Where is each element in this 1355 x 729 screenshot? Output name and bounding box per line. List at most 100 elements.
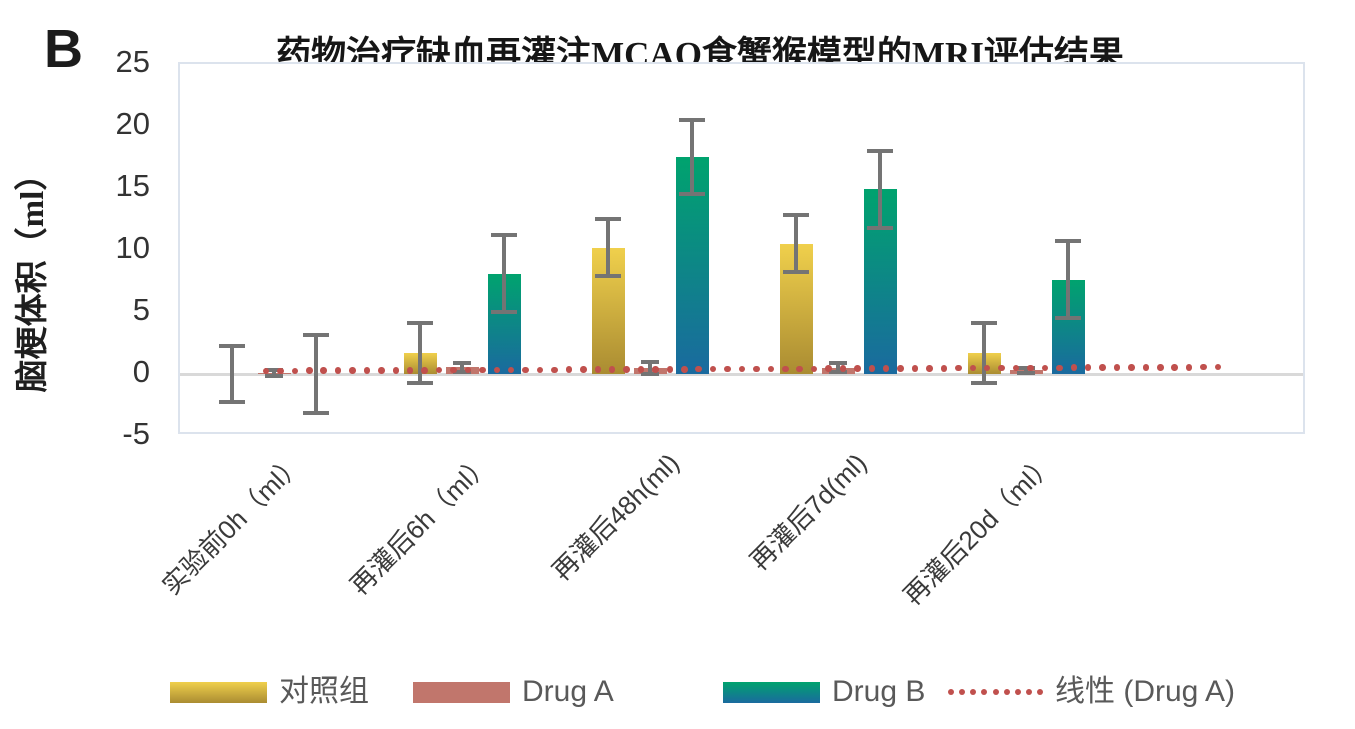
trendline-dot (1185, 364, 1193, 371)
trendline-dot (882, 365, 890, 372)
trendline-dot (551, 366, 558, 374)
legend-trendline-dot (970, 689, 977, 695)
error-bar-cap-control-group (407, 321, 433, 326)
error-bar-cap-drug-b (1055, 239, 1081, 244)
legend-trendline-dot (948, 689, 954, 695)
trendline-dot (940, 365, 948, 372)
trendline-dot (969, 364, 977, 372)
trendline-dot (825, 365, 832, 372)
trendline-dot (623, 366, 630, 373)
error-bar-cap-drug-b (303, 332, 329, 337)
trendline-dot (926, 365, 933, 372)
trendline-dot (536, 366, 544, 374)
trendline-dot (810, 365, 818, 372)
trendline-dot (421, 367, 428, 374)
trendline-dot (1056, 364, 1063, 372)
error-bar-cap-drug-b (1055, 316, 1081, 321)
x-tick-label: 再灌后6h（ml） (343, 447, 497, 601)
error-bar-drug-b (314, 334, 318, 414)
legend-trendline-dot (1014, 689, 1021, 695)
legend-swatch-drug-b (723, 681, 820, 703)
trendline-dot (1012, 364, 1020, 372)
trendline-dot (608, 366, 616, 373)
error-bar-drug-a (272, 370, 276, 377)
trendline-dot (363, 367, 371, 374)
error-bar-control-group (982, 323, 986, 383)
error-bar-drug-a (648, 361, 652, 374)
trendline-dot (1041, 364, 1049, 372)
panel-label: B (44, 19, 83, 79)
error-bar-cap-drug-a (641, 359, 659, 364)
legend-label-trend-drug-a: 线性 (Drug A) (1055, 675, 1236, 708)
legend-item-drug-a: Drug A (413, 676, 614, 708)
legend-swatch-drug-a (413, 681, 510, 703)
y-axis-title: 脑梗体积（ml） (15, 157, 51, 393)
trendline-dot (1200, 363, 1207, 371)
error-bar-cap-control-group (407, 380, 433, 385)
trendline-dot (1128, 364, 1135, 371)
legend-trendline-dot (1003, 689, 1010, 695)
trendline-dot (594, 366, 601, 373)
error-bar-cap-control-group (971, 380, 997, 385)
error-bar-cap-drug-a (1017, 365, 1035, 370)
trendline-dot (983, 364, 991, 372)
trendline-dot (839, 365, 847, 372)
legend-item-trend-drug-a: 线性 (Drug A) (948, 676, 1235, 708)
trendline-dot (1027, 364, 1034, 372)
error-bar-drug-a (836, 363, 840, 373)
error-bar-cap-drug-b (679, 192, 705, 197)
trendline-dot (580, 366, 587, 373)
error-bar-cap-control-group (595, 217, 621, 221)
trendline-dot (796, 365, 803, 373)
error-bar-cap-control-group (783, 213, 809, 218)
trendline-dot (479, 366, 486, 374)
legend-trendline-dot (1037, 689, 1043, 695)
error-bar-cap-drug-a (265, 368, 283, 373)
y-tick-label: 15 (115, 168, 150, 203)
legend-item-control-group: 对照组 (170, 676, 369, 708)
trendline-dot (854, 365, 861, 372)
legend-trendline-dot (959, 689, 966, 695)
trendline-dot (349, 367, 356, 374)
trendline-dot (378, 367, 385, 374)
error-bar-cap-drug-a (453, 360, 471, 365)
legend-label-drug-b: Drug B (832, 675, 926, 708)
error-bar-drug-b (690, 119, 694, 195)
error-bar-drug-a (460, 362, 464, 372)
trendline-dot (262, 367, 270, 375)
trendline-dot (565, 366, 573, 373)
error-bar-cap-drug-b (867, 225, 893, 230)
x-tick-label: 实验前0h（ml） (155, 447, 309, 601)
error-bar-drug-b (1066, 241, 1070, 319)
error-bar-control-group (230, 346, 234, 402)
error-bar-cap-drug-a (1017, 370, 1035, 375)
legend-trendline-dot (1025, 689, 1032, 695)
trendline-dot (1070, 364, 1077, 371)
y-tick-label: 5 (132, 292, 150, 327)
error-bar-cap-drug-a (829, 370, 847, 375)
error-bar-cap-control-group (783, 270, 809, 275)
trendline-dot (493, 366, 501, 374)
trendline-dot (277, 367, 284, 375)
error-bar-drug-b (502, 235, 506, 312)
error-bar-cap-drug-a (829, 361, 847, 366)
trendline-dot (738, 365, 746, 373)
trendline-dot (666, 366, 674, 373)
zero-gridline (180, 372, 1303, 376)
trendline-dot (782, 365, 789, 373)
error-bar-cap-control-group (219, 344, 245, 349)
y-tick-label: -5 (122, 416, 150, 451)
legend-swatch-control-group (170, 681, 267, 703)
trendline-dot (955, 364, 962, 372)
trendline-dot (652, 366, 659, 373)
trendline-dot (320, 367, 327, 374)
error-bar-cap-drug-a (641, 372, 659, 376)
trendline-dot (724, 365, 731, 373)
legend-label-drug-a: Drug A (522, 675, 614, 708)
error-bar-drug-b (878, 150, 882, 228)
trendline-dot (681, 366, 688, 373)
trendline-dot (1099, 364, 1106, 371)
x-tick-label: 再灌后20d（ml） (897, 447, 1061, 611)
trendline-dot (406, 367, 414, 374)
error-bar-control-group (606, 219, 610, 277)
